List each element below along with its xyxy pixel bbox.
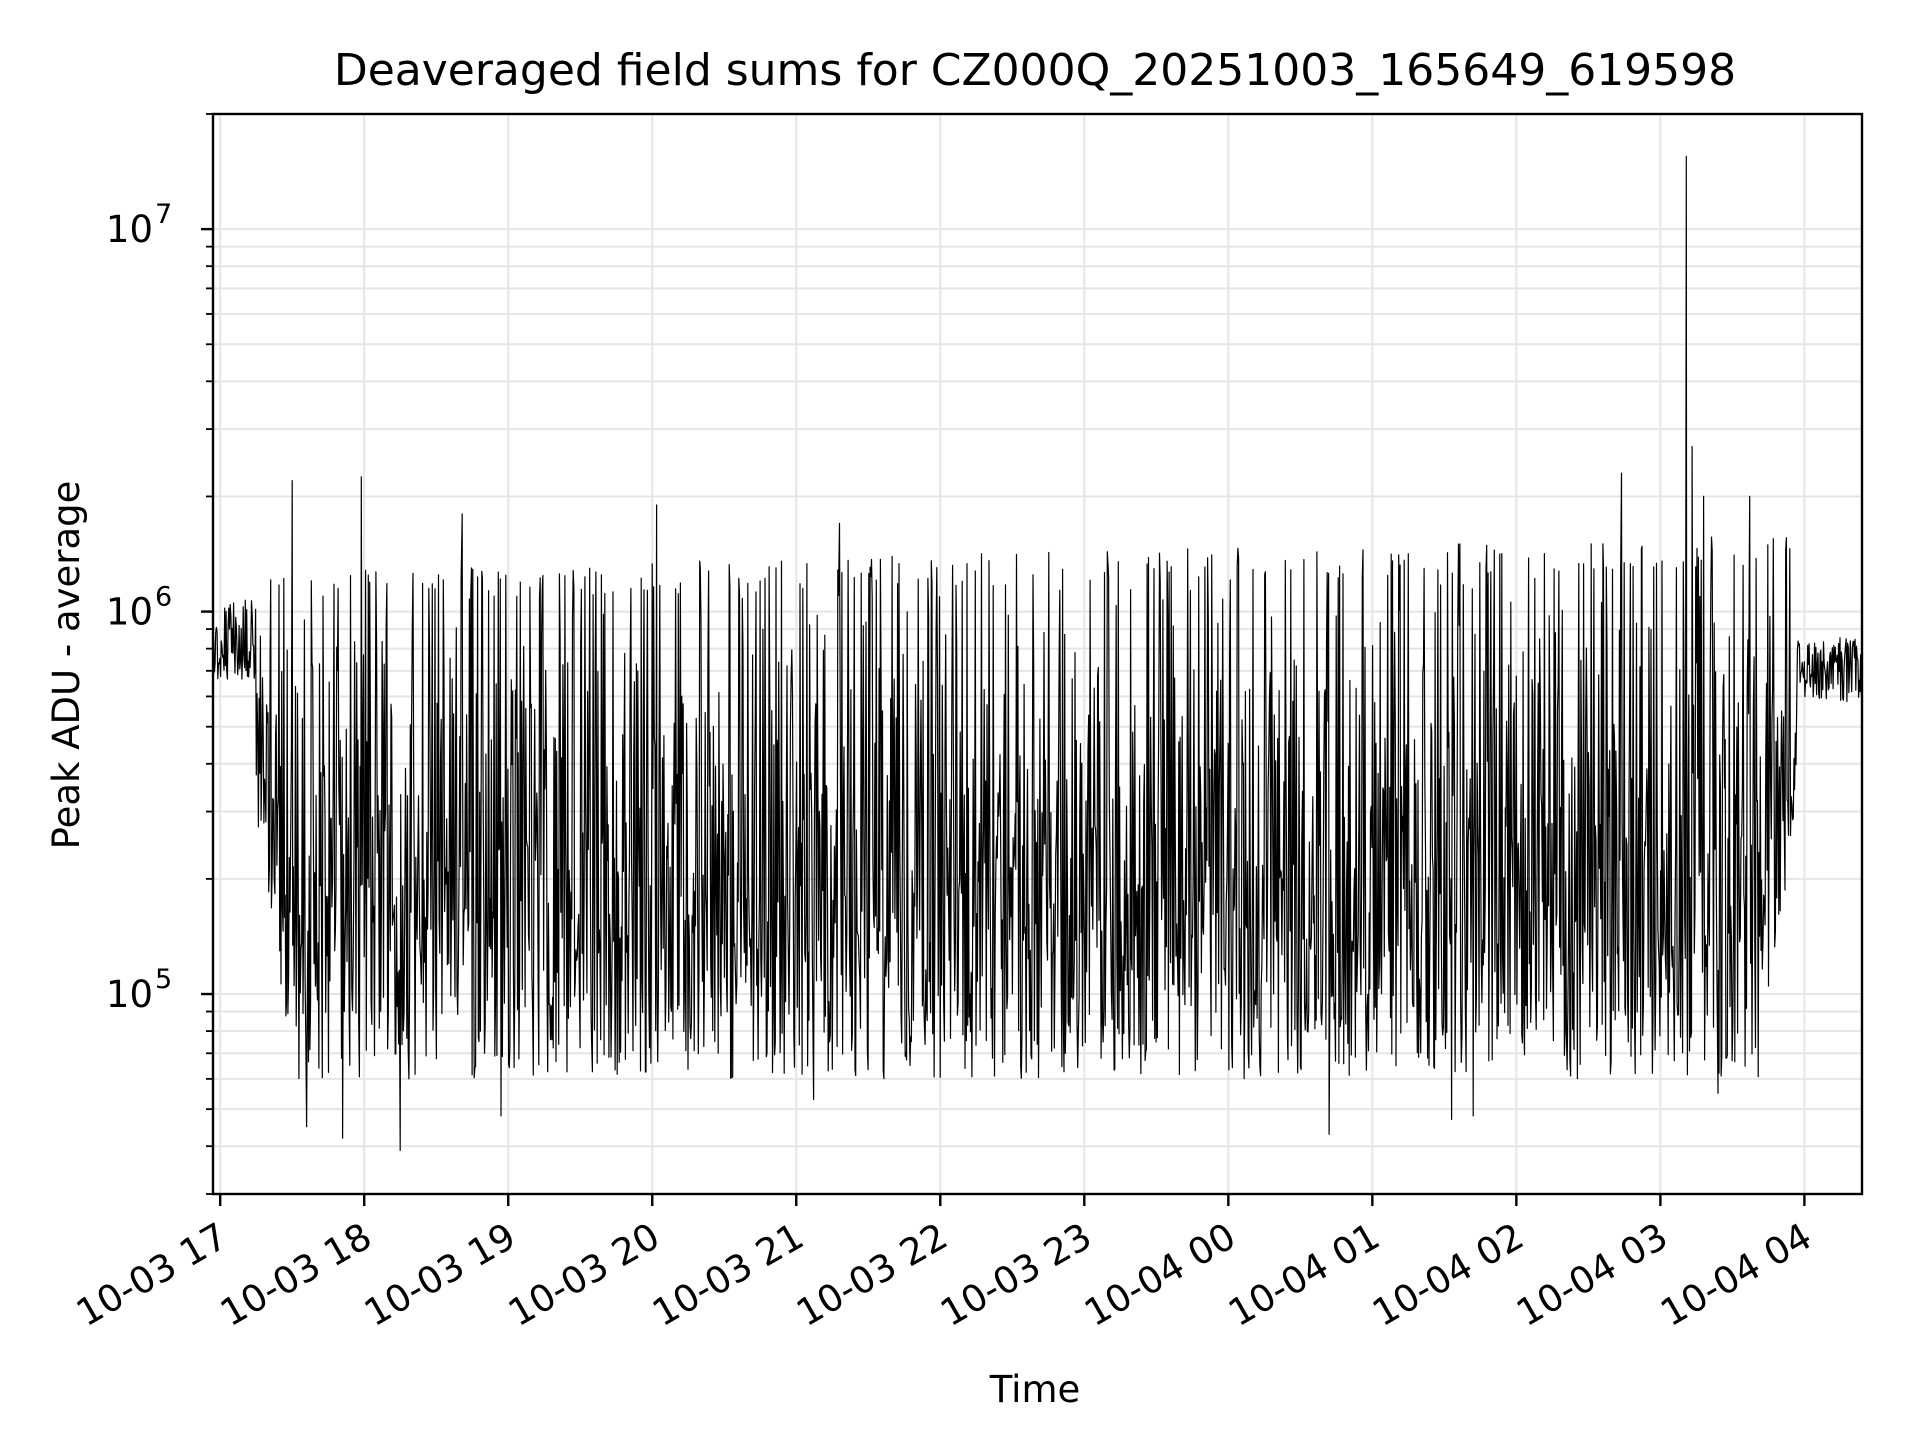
- y-axis-label: Peak ADU - average: [45, 481, 88, 850]
- y-tick-label: 10: [106, 591, 153, 634]
- series-layer: [212, 155, 1863, 1151]
- plot-frame: [211, 112, 1864, 1196]
- y-tick-exponent: 5: [155, 964, 172, 995]
- axes: [211, 112, 1864, 1196]
- y-tick-label: 10: [106, 973, 153, 1016]
- y-tick-exponent: 7: [155, 199, 172, 230]
- series-line: [212, 155, 1863, 1151]
- y-tick-label: 10: [106, 208, 153, 251]
- x-axis-label: Time: [989, 1368, 1081, 1411]
- chart-title: Deaveraged field sums for CZ000Q_2025100…: [334, 45, 1736, 96]
- y-tick-exponent: 6: [155, 582, 172, 613]
